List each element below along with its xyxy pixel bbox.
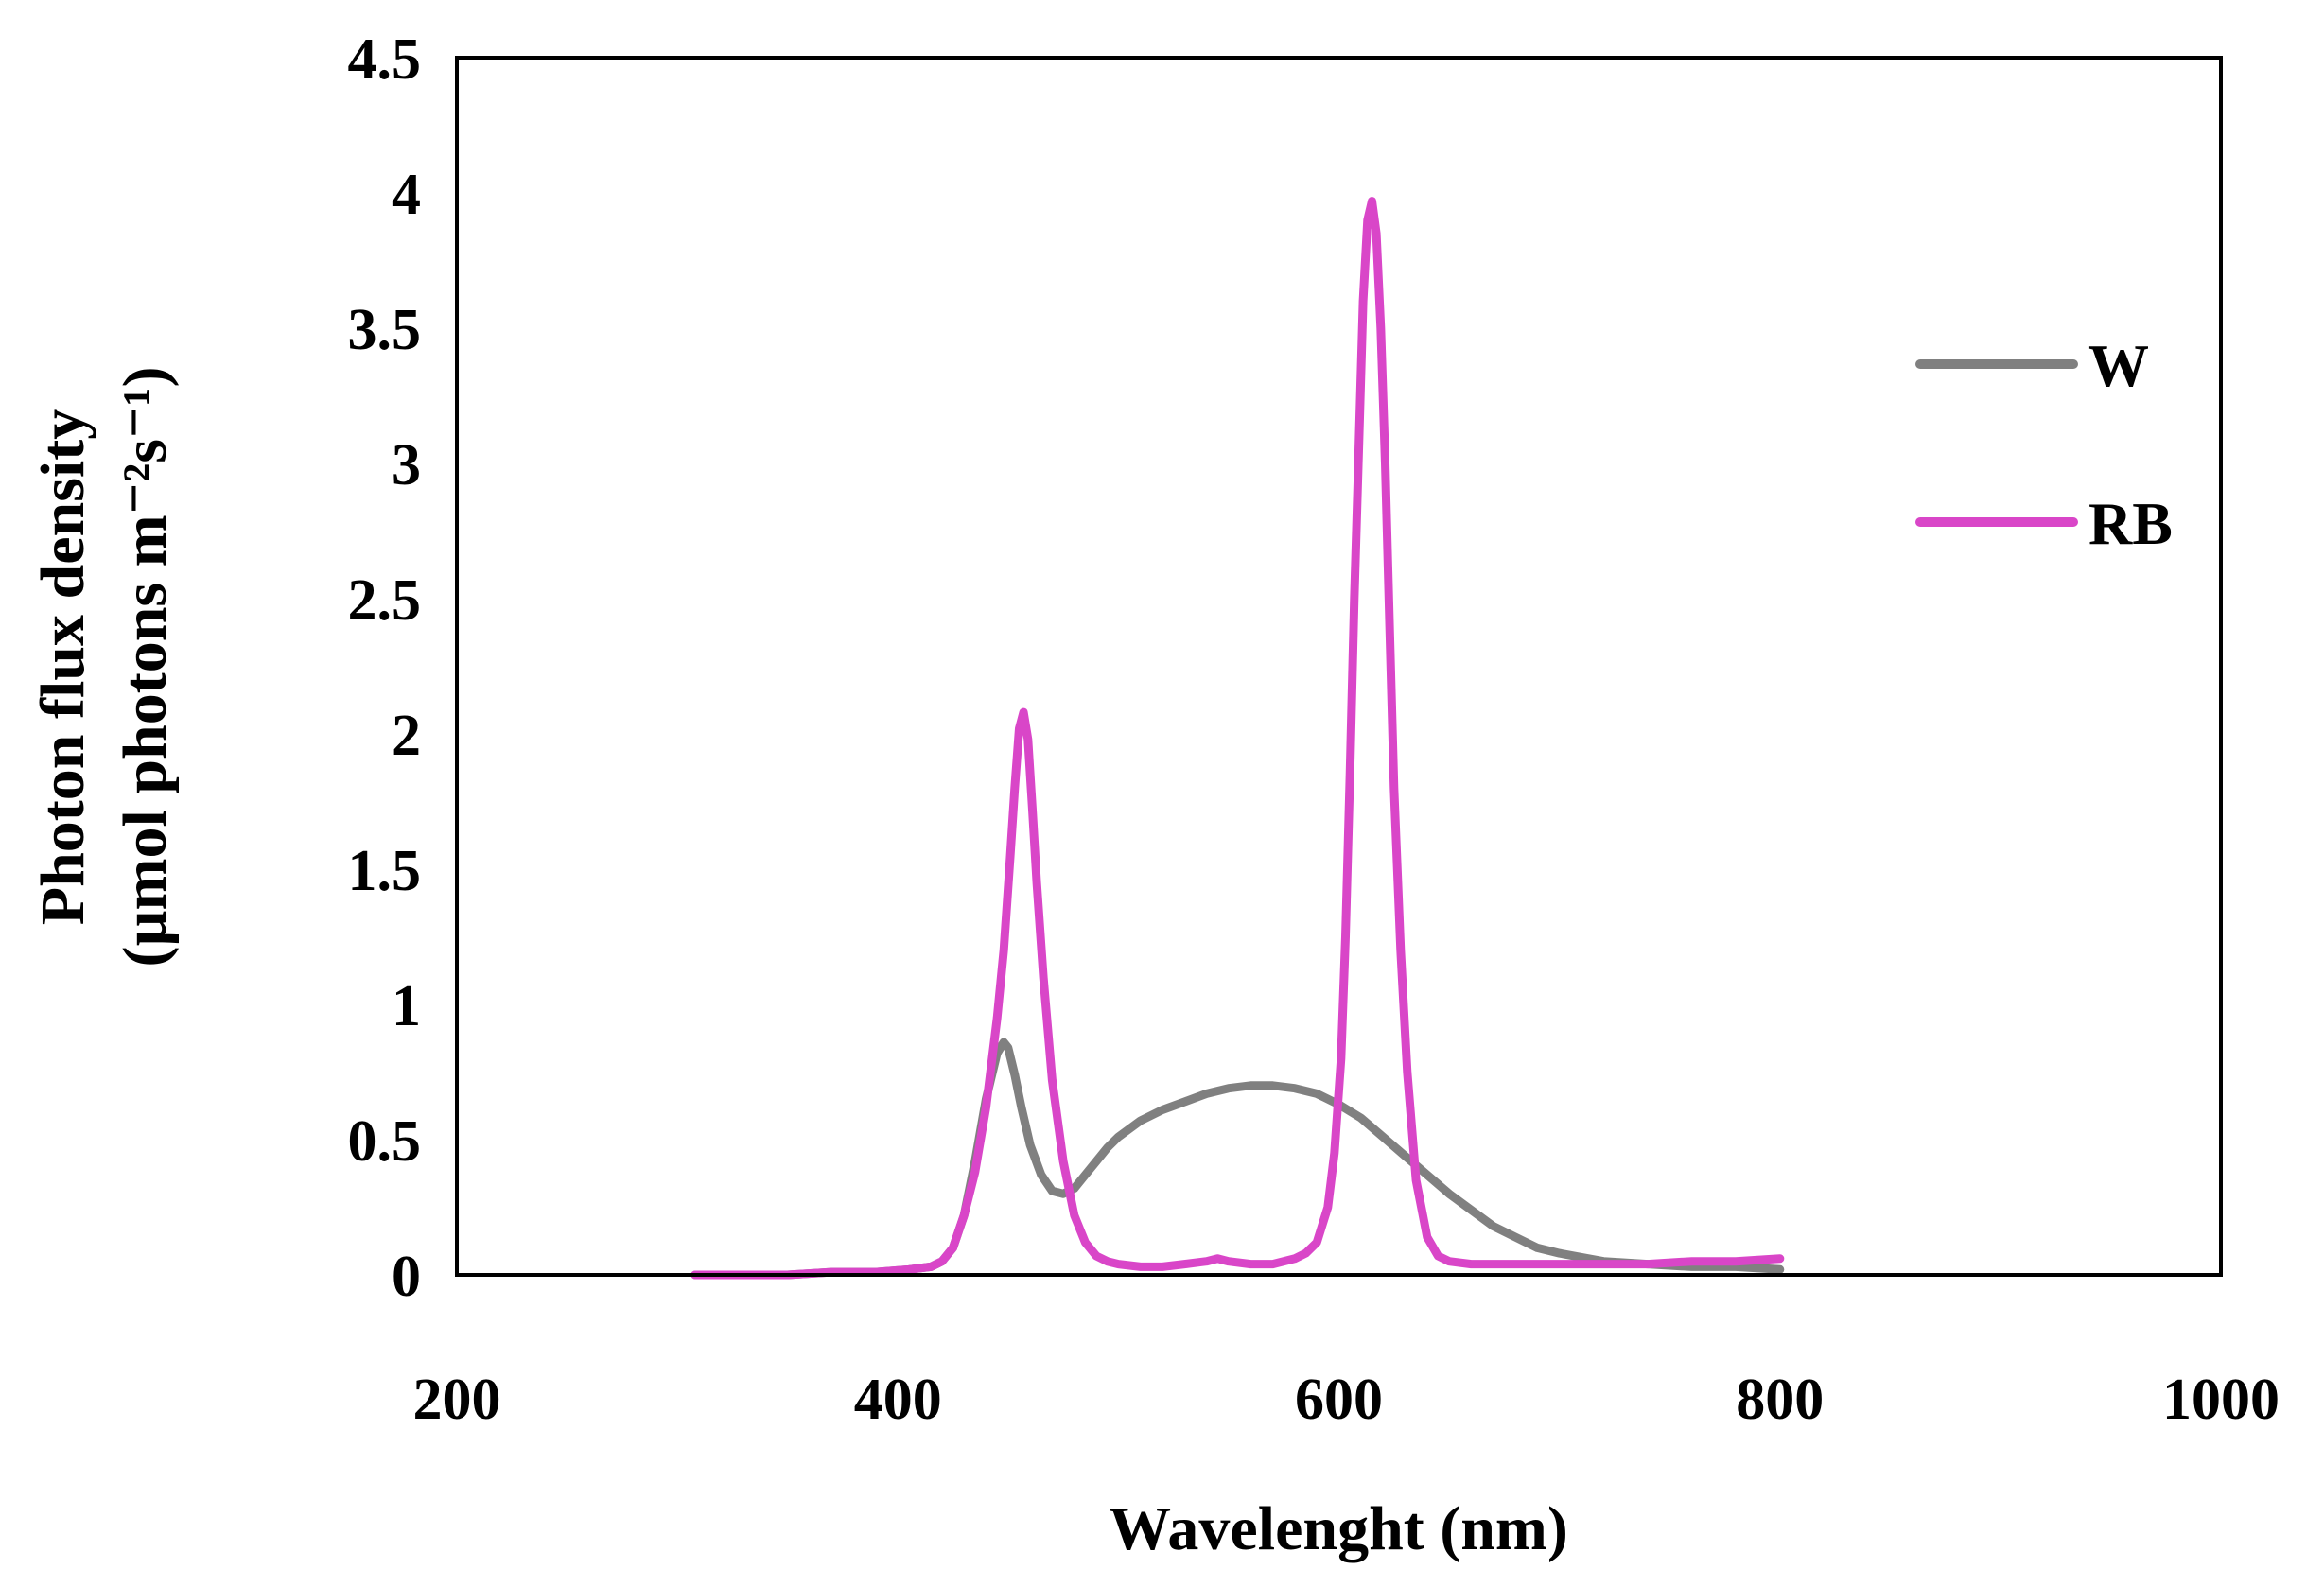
plot-area-frame <box>455 56 2223 1277</box>
legend: W RB <box>1915 332 2173 557</box>
series-line-w <box>690 1038 1785 1280</box>
y-tick-label: 2.5 <box>348 568 422 633</box>
y-tick-label: 3.5 <box>348 298 422 362</box>
x-tick-label: 800 <box>1736 1368 1824 1432</box>
legend-label-rb: RB <box>2088 490 2173 557</box>
series-line-rb <box>690 197 1785 1280</box>
x-tick-label: 200 <box>413 1368 501 1432</box>
y-axis-title-line-1: Photon flux density <box>28 409 97 925</box>
y-tick-label: 3 <box>392 433 421 497</box>
x-tick-labels: 200 400 600 800 1000 <box>413 1368 2280 1432</box>
series-layer <box>690 197 1785 1280</box>
y-tick-labels: 0 0.5 1 1.5 2 2.5 3 3.5 4 4.5 <box>348 27 422 1309</box>
x-axis-title: Wavelenght (nm) <box>1109 1494 1568 1563</box>
legend-label-w: W <box>2088 332 2149 399</box>
y-axis-title-line-2: (µmol photons m⁻²s⁻¹) <box>111 367 180 968</box>
x-tick-label: 1000 <box>2162 1368 2280 1432</box>
x-tick-label: 600 <box>1295 1368 1383 1432</box>
x-tick-label: 400 <box>854 1368 942 1432</box>
y-tick-label: 0.5 <box>348 1109 422 1174</box>
y-tick-label: 1.5 <box>348 839 422 903</box>
y-tick-label: 4.5 <box>348 27 422 92</box>
y-tick-label: 4 <box>392 163 421 227</box>
y-tick-label: 2 <box>392 704 421 768</box>
y-tick-label: 0 <box>392 1245 421 1309</box>
y-tick-label: 1 <box>392 974 421 1038</box>
